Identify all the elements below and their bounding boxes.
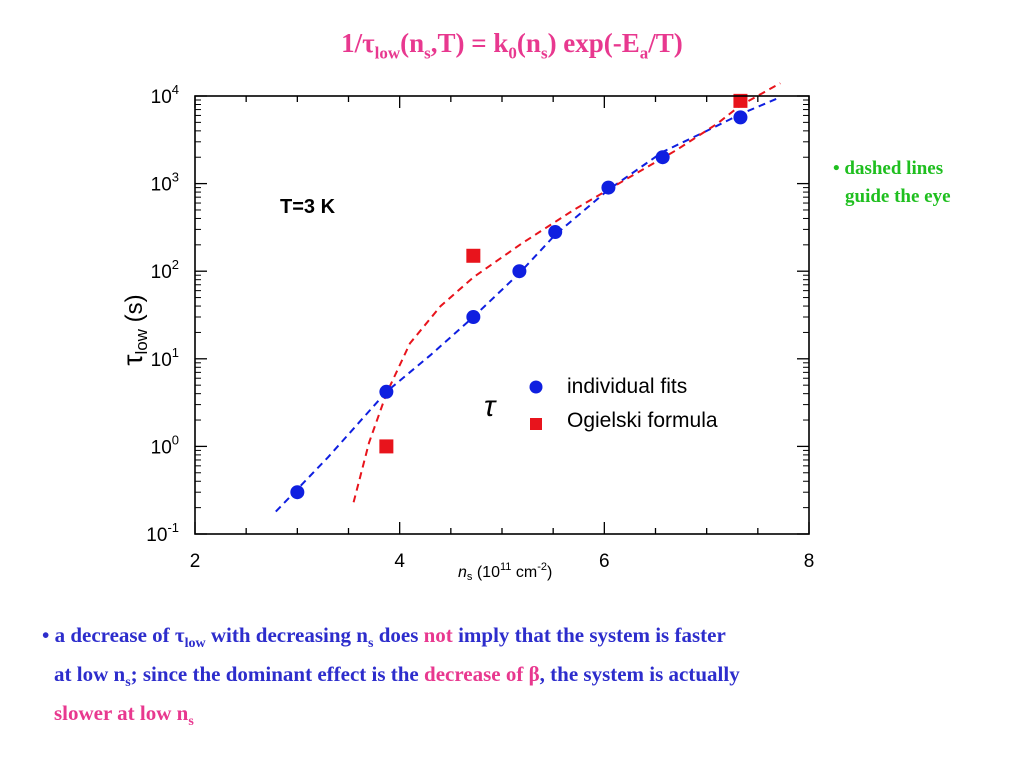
y-tick-base: 10: [146, 525, 167, 546]
emphasis-not: not: [423, 623, 453, 647]
text-run: at low n: [54, 662, 126, 687]
side-note: • dashed lines guide the eye: [833, 155, 951, 211]
x-axis-unit: ): [547, 564, 552, 581]
data-point-individual-fits: [548, 225, 563, 240]
text-run: slower at low n: [54, 701, 189, 726]
y-tick-exponent: 0: [172, 432, 179, 447]
conclusion-line-2: at low ns; since the dominant effect is …: [42, 659, 1002, 698]
y-tick-exponent: 2: [172, 257, 179, 272]
text-run: with decreasing n: [205, 623, 368, 647]
emphasis-decrease-beta: decrease of β: [424, 662, 540, 687]
x-axis-unit: (10: [472, 564, 500, 581]
y-tick-label: 10-1: [146, 520, 179, 546]
x-axis-unit-exp: 11: [500, 561, 511, 573]
x-tick-label: 8: [804, 551, 815, 572]
title-sub-0: 0: [508, 43, 517, 63]
title-part: /T): [648, 28, 683, 58]
legend-marker-individual-fits: [529, 380, 543, 394]
x-axis-unit: cm: [511, 564, 537, 581]
guide-line-individual-fits: [275, 96, 781, 513]
data-point-individual-fits: [466, 310, 481, 325]
conclusion-line-3: slower at low ns: [42, 698, 1002, 737]
text-run: ; since the dominant effect is the: [130, 662, 425, 687]
tick-marks: [194, 95, 810, 535]
side-note-line: guide the eye: [845, 186, 951, 207]
text-run: imply that the system is faster: [452, 623, 726, 647]
y-tick-base: 10: [151, 350, 172, 371]
x-tick-label: 6: [599, 551, 610, 572]
data-point-ogielski: [466, 248, 481, 263]
y-tick-label: 102: [151, 257, 179, 283]
data-markers: [290, 93, 748, 500]
text-run: , the system is actually: [539, 662, 740, 687]
text-sub: low: [184, 636, 206, 652]
title-sub-a: a: [639, 43, 649, 63]
y-axis-label: τlow (s): [117, 294, 151, 365]
data-point-ogielski: [379, 439, 394, 454]
x-tick-label: 4: [394, 551, 405, 572]
y-tick-exponent: -1: [167, 520, 179, 535]
title-part: (n: [400, 28, 425, 58]
legend-marker-ogielski-formula: [530, 418, 542, 430]
y-tick-label: 104: [151, 82, 179, 108]
x-axis-unit-exp: -2: [537, 561, 547, 573]
y-tick-base: 10: [151, 87, 172, 108]
y-tick-exponent: 4: [172, 82, 179, 97]
data-point-individual-fits: [601, 180, 616, 195]
tau-symbol: τ: [484, 390, 497, 423]
legend-label-individual-fits: individual fits: [567, 375, 687, 398]
title-part: (n: [516, 28, 541, 58]
data-point-individual-fits: [379, 384, 394, 399]
guide-lines: [275, 82, 781, 513]
text-run: does: [373, 623, 424, 647]
data-point-individual-fits: [512, 264, 527, 279]
title-sub-s: s: [424, 43, 431, 63]
x-tick-label: 2: [190, 551, 201, 572]
y-tick-exponent: 3: [172, 170, 179, 185]
y-axis-unit: (s): [121, 294, 148, 329]
y-tick-base: 10: [151, 175, 172, 196]
y-tick-base: 10: [151, 437, 172, 458]
conclusion-line-1: • a decrease of τlow with decreasing ns …: [42, 620, 1002, 659]
x-axis-var: n: [458, 564, 467, 581]
title-tau-prefix: 1/τ: [341, 28, 375, 58]
guide-line-ogielski: [352, 82, 781, 503]
data-point-individual-fits: [655, 150, 670, 165]
temperature-annotation: T=3 K: [280, 196, 336, 218]
x-axis-label: ns (1011 cm-2): [458, 561, 552, 583]
text-sub: s: [367, 636, 374, 652]
side-note-line: • dashed lines: [833, 158, 944, 179]
y-tick-label: 101: [151, 345, 179, 371]
data-point-individual-fits: [733, 110, 748, 125]
plot-frame: [194, 95, 810, 535]
y-tick-label: 103: [151, 170, 179, 196]
title-part: ,T) = k: [430, 28, 509, 58]
legend: individual fits Ogielski formula: [529, 375, 718, 432]
x-axis-var-sub: s: [467, 571, 473, 583]
conclusion-text: • a decrease of τlow with decreasing ns …: [42, 620, 1002, 738]
slide-title: 1/τlow(ns,T) = k0(ns) exp(-Ea/T): [0, 28, 1024, 63]
title-sub-s: s: [540, 43, 548, 63]
data-point-ogielski: [733, 93, 748, 108]
text-sub: s: [188, 714, 194, 730]
y-tick-base: 10: [151, 262, 172, 283]
y-tick-label: 100: [151, 432, 179, 458]
y-axis-var-sub: low: [132, 328, 151, 354]
legend-label-ogielski-formula: Ogielski formula: [567, 409, 718, 432]
y-tick-exponent: 1: [172, 345, 179, 360]
text-run: • a decrease of τ: [42, 623, 185, 647]
title-part: ) exp(-E: [547, 28, 640, 58]
data-point-individual-fits: [290, 485, 305, 500]
title-sub-low: low: [374, 43, 401, 63]
y-axis-var: τ: [117, 355, 148, 366]
text-sub: s: [125, 675, 131, 691]
